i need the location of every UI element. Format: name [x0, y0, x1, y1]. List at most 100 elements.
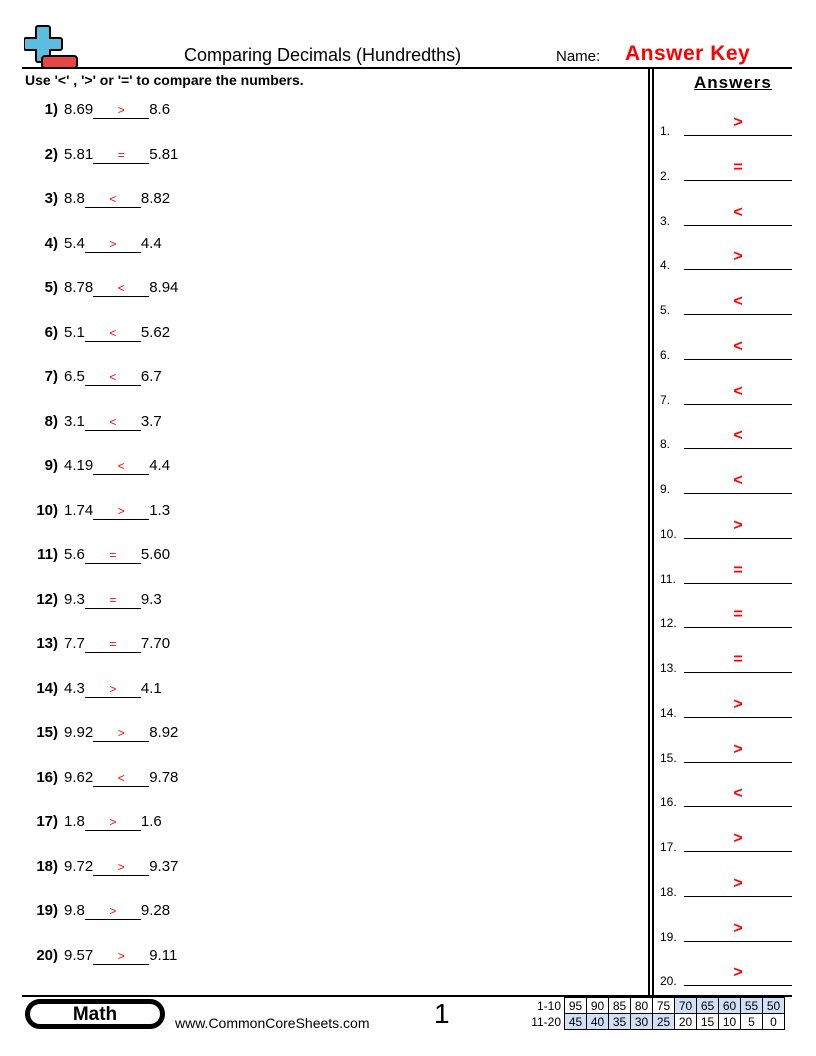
problem-row: 3) 8.8 <8.82	[24, 190, 170, 210]
answer-blank[interactable]: >	[93, 503, 150, 520]
problem-number: 12)	[36, 590, 58, 608]
right-number: 9.28	[140, 902, 171, 919]
right-number: 1.3	[149, 501, 171, 519]
right-number: 7.70	[140, 635, 171, 652]
score-cell: 20	[674, 1013, 697, 1030]
left-number: 8.8	[64, 190, 85, 207]
right-number: 8.94	[149, 279, 179, 296]
answer-blank[interactable]: <	[84, 325, 141, 342]
answer-blank[interactable]: =	[84, 592, 141, 609]
problem-number: 14)	[36, 679, 58, 697]
left-number: 5.6	[64, 546, 85, 563]
problem-number: 3)	[44, 190, 58, 207]
answer-value: >	[733, 516, 743, 534]
answer-blank[interactable]: >	[93, 102, 150, 119]
answer-number: 14.	[660, 705, 677, 720]
answer-key-item: 1. >	[660, 114, 792, 138]
answer-blank[interactable]: >	[84, 236, 141, 253]
problem-row: 6) 5.1 <5.62	[24, 324, 170, 344]
score-cell: 40	[586, 1013, 609, 1030]
answer-blank[interactable]: >	[93, 948, 150, 965]
answer-number: 18.	[660, 884, 677, 899]
answer-key-item: 7. <	[660, 383, 792, 407]
right-number: 8.92	[149, 724, 179, 741]
answer-line	[684, 135, 792, 136]
answer-value: =	[733, 561, 743, 579]
score-row-label: 1-10	[536, 998, 561, 1013]
answer-number: 10.	[660, 526, 677, 541]
answer-line	[684, 537, 792, 539]
answer-value: >	[733, 248, 743, 266]
score-cell: 50	[762, 997, 785, 1014]
problem-row: 4) 5.4 >4.4	[24, 235, 162, 255]
right-number: 6.7	[140, 368, 162, 385]
answer-blank[interactable]: <	[93, 280, 150, 297]
answer-blank[interactable]: >	[84, 903, 141, 920]
subject-label: Math	[30, 1004, 160, 1025]
subject-badge: Math	[25, 999, 165, 1029]
score-cell: 30	[630, 1013, 653, 1030]
answer-key-item: 2. =	[660, 159, 792, 183]
column-divider	[648, 69, 650, 996]
problem-row: 8) 3.1 <3.7	[24, 413, 162, 433]
answer-blank[interactable]: =	[84, 547, 141, 564]
answer-blank[interactable]: >	[84, 681, 141, 698]
answer-blank[interactable]: <	[84, 369, 141, 386]
problem-row: 11) 5.6 = 5.60	[24, 546, 170, 566]
answer-key-item: 18. >	[660, 875, 792, 899]
problem-row: 16) 9.62 <9.78	[24, 769, 178, 789]
answer-key-item: 16. <	[660, 785, 792, 809]
right-number: 4.4	[149, 457, 171, 474]
left-number: 4.3	[64, 679, 85, 697]
score-cell: 0	[762, 1013, 785, 1030]
answer-blank[interactable]: >	[84, 814, 141, 831]
right-number: 3.7	[140, 412, 162, 430]
answer-number: 19.	[660, 929, 677, 944]
problem-row: 20) 9.57 >9.11	[24, 947, 177, 967]
answer-line	[684, 448, 792, 450]
left-number: 8.78	[64, 279, 94, 296]
left-number: 1.74	[64, 501, 94, 519]
answer-line	[684, 985, 792, 987]
answer-number: 1.	[660, 124, 671, 138]
answers-heading: Answers	[694, 73, 772, 92]
problem-number: 5)	[44, 279, 58, 296]
answer-key-item: 9. <	[660, 472, 792, 496]
answer-value: <	[733, 203, 743, 221]
problem-number: 1)	[44, 101, 58, 118]
answer-blank[interactable]: >	[93, 725, 150, 742]
problem-row: 9) 4.19 <4.4	[24, 457, 170, 477]
answer-number: 3.	[660, 213, 671, 228]
answer-line	[684, 582, 792, 584]
problem-number: 17)	[36, 813, 58, 830]
score-cell: 35	[608, 1013, 631, 1030]
answer-key-item: 11. =	[660, 562, 792, 586]
score-cell: 45	[564, 1013, 587, 1030]
header-divider	[22, 67, 792, 69]
page-number: 1	[434, 998, 450, 1029]
answer-line	[684, 716, 792, 718]
answer-blank[interactable]: <	[93, 458, 150, 475]
score-row-label: 11-20	[531, 1014, 561, 1029]
problem-row: 7) 6.5 <6.7	[24, 368, 162, 388]
answer-blank[interactable]: <	[84, 414, 141, 431]
answer-blank[interactable]: =	[93, 147, 150, 164]
problem-number: 9)	[44, 457, 58, 474]
problem-row: 1) 8.69 >8.6	[24, 101, 170, 121]
answer-blank[interactable]: >	[93, 859, 150, 876]
answer-number: 13.	[660, 661, 677, 675]
answer-key-item: 4. >	[660, 248, 792, 272]
left-number: 9.3	[64, 590, 85, 608]
answer-blank[interactable]: =	[84, 636, 141, 653]
answer-blank[interactable]: <	[84, 191, 141, 208]
score-cell: 55	[740, 997, 763, 1014]
answer-blank[interactable]: <	[93, 770, 150, 787]
right-number: 5.62	[140, 323, 171, 341]
answer-line	[684, 851, 792, 852]
answer-line	[684, 358, 792, 360]
problem-number: 15)	[36, 724, 58, 741]
answer-value: <	[733, 337, 743, 355]
answer-key-item: 10. >	[660, 517, 792, 541]
problem-number: 16)	[36, 768, 58, 786]
answer-number: 9.	[660, 482, 671, 496]
